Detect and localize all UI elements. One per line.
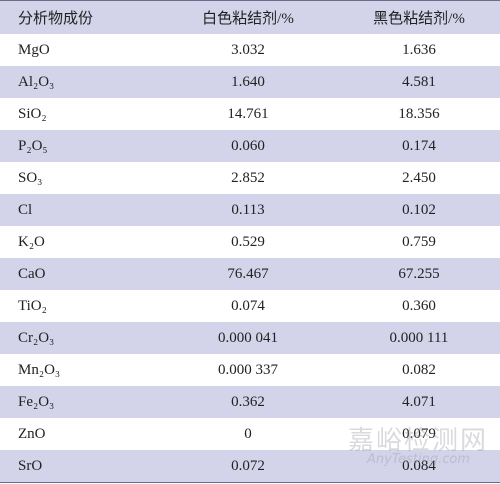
table-row: P₂O₅ 0.060 0.174: [0, 130, 500, 162]
component-cell: MgO: [18, 41, 50, 58]
table-row: TiO₂ 0.074 0.360: [0, 290, 500, 322]
value-cell: 1.636: [402, 41, 436, 58]
table-row: SiO₂ 14.761 18.356: [0, 98, 500, 130]
header-row: 分析物成份 白色粘结剂/% 黑色粘结剂/%: [0, 0, 500, 34]
table-row: MgO 3.032 1.636: [0, 34, 500, 66]
table-row: Al₂O₃ 1.640 4.581: [0, 66, 500, 98]
value-cell: 4.071: [338, 386, 500, 418]
component-cell: Al₂O₃: [0, 66, 158, 98]
component-cell: Fe₂O₃: [0, 386, 158, 418]
value-cell: 0.082: [402, 361, 436, 378]
table-row: CaO 76.467 67.255: [0, 258, 500, 290]
component-cell: TiO₂: [18, 297, 47, 314]
value-cell: 2.852: [231, 169, 265, 186]
value-cell: 0.529: [231, 233, 265, 250]
value-cell: 0.360: [402, 297, 436, 314]
component-cell: SrO: [0, 450, 158, 483]
component-cell: SO₃: [18, 169, 43, 186]
value-cell: 0.000 111: [338, 322, 500, 354]
value-cell: 0.102: [338, 194, 500, 226]
value-cell: 2.450: [402, 169, 436, 186]
component-cell: Cr₂O₃: [0, 322, 158, 354]
value-cell: 0.174: [338, 130, 500, 162]
value-cell: 0.000 337: [218, 361, 278, 378]
component-cell: K₂O: [18, 233, 45, 250]
table-row: ZnO 0 0.079: [0, 418, 500, 450]
table-row: Fe₂O₃ 0.362 4.071: [0, 386, 500, 418]
component-cell: ZnO: [18, 425, 46, 442]
table-row: Cl 0.113 0.102: [0, 194, 500, 226]
value-cell: 0.000 041: [158, 322, 338, 354]
value-cell: 0: [244, 425, 252, 442]
header-cell: 白色粘结剂/%: [158, 0, 338, 34]
value-cell: 3.032: [231, 41, 265, 58]
header-cell: 黑色粘结剂/%: [338, 0, 500, 34]
value-cell: 0.079: [402, 425, 436, 442]
value-cell: 14.761: [227, 105, 269, 122]
value-cell: 0.113: [158, 194, 338, 226]
table-row: SO₃ 2.852 2.450: [0, 162, 500, 194]
component-cell: P₂O₅: [0, 130, 158, 162]
table-row: K₂O 0.529 0.759: [0, 226, 500, 258]
component-cell: Mn₂O₃: [18, 361, 61, 378]
value-cell: 76.467: [158, 258, 338, 290]
value-cell: 1.640: [158, 66, 338, 98]
value-cell: 0.362: [158, 386, 338, 418]
value-cell: 0.074: [231, 297, 265, 314]
value-cell: 0.060: [158, 130, 338, 162]
value-cell: 0.072: [158, 450, 338, 483]
table-row: Cr₂O₃ 0.000 041 0.000 111: [0, 322, 500, 354]
value-cell: 4.581: [338, 66, 500, 98]
value-cell: 0.759: [402, 233, 436, 250]
value-cell: 0.084: [338, 450, 500, 483]
component-cell: CaO: [0, 258, 158, 290]
component-cell: Cl: [0, 194, 158, 226]
value-cell: 18.356: [398, 105, 440, 122]
component-cell: SiO₂: [18, 105, 47, 122]
table-row: Mn₂O₃ 0.000 337 0.082: [0, 354, 500, 386]
value-cell: 67.255: [338, 258, 500, 290]
table-row: SrO 0.072 0.084: [0, 450, 500, 483]
header-cell: 分析物成份: [0, 0, 158, 34]
